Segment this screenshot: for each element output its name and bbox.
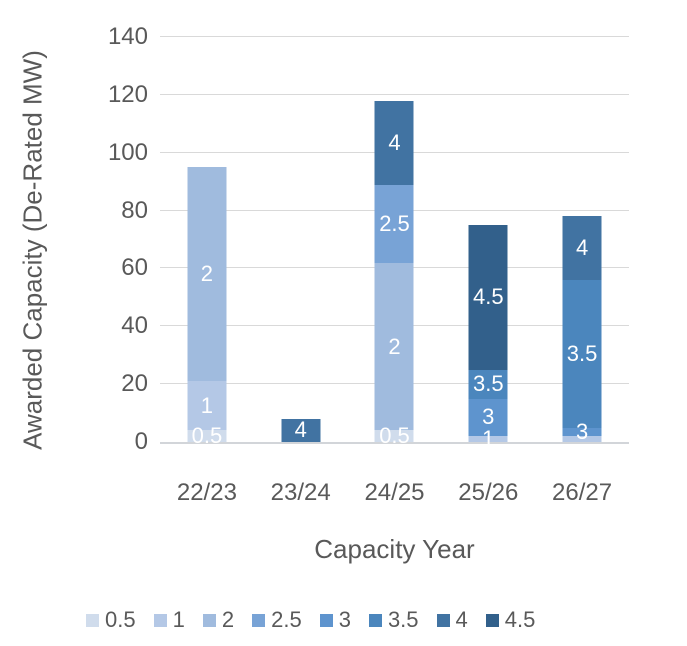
x-category-label: 24/25 [364,479,425,506]
legend-swatch [436,613,450,627]
legend-label: 2 [221,607,235,632]
legend-label: 0.5 [105,607,136,632]
bar-segment: 0.5 [187,425,227,447]
segment-data-label: 4 [575,235,589,261]
legend-item: 4.5 [485,607,536,632]
legend-item: 0.5 [86,609,136,631]
segment-data-label: 3 [482,404,495,430]
legend-swatch [153,613,167,627]
segment-data-label: 1 [200,392,214,418]
segment-data-label: 0.5 [379,423,410,449]
segment-data-label: 4.5 [472,284,504,310]
legend-label: 3 [338,607,351,632]
category-slot: 0.5 2 2.5 4 [348,37,442,447]
segment-data-label: 3.5 [566,340,598,366]
bar-segment: 3.5 [468,369,508,399]
legend-swatch [86,613,99,627]
segment-data-label: 4 [294,417,307,443]
legend-label: 4 [455,607,468,632]
legend-swatch [319,613,333,627]
legend-item: 3.5 [368,607,419,632]
y-tick-label: 80 [121,196,148,224]
x-axis-title: Capacity Year [314,534,475,564]
bar-segment: 3.5 [562,280,602,428]
bar-segment: 1 [187,381,227,431]
x-category-label: 22/23 [176,479,237,506]
legend-label: 2.5 [271,607,302,632]
stacked-bar: 0.5 2 2.5 4 [374,100,414,447]
legend-item: 4 [436,607,468,632]
legend-swatch [485,613,499,627]
bars-container: 0.5 1 2 4 0.5 2 2.5 4 1 3 3.5 4.5 3 3.5 4 [160,37,629,450]
segment-data-label: 2.5 [379,210,410,236]
legend-label: 3.5 [387,607,419,632]
bar-segment [562,436,602,442]
category-slot: 4 [254,37,348,442]
category-slot: 3 3.5 4 [535,37,629,442]
gridline [160,36,629,37]
bar-segment: 2 [187,167,227,382]
segment-data-label: 3.5 [472,371,504,397]
segment-data-label: 2 [388,333,401,359]
segment-data-label: 3 [575,418,589,444]
legend-label: 4.5 [504,607,536,632]
bar-segment: 3 [562,420,602,442]
plot-area: 0.5 1 2 4 0.5 2 2.5 4 1 3 3.5 4.5 3 3.5 4 [160,36,629,450]
bar-segment: 4 [374,100,414,185]
stacked-bar: 1 3 3.5 4.5 [468,225,508,450]
segment-data-label: 4 [388,129,401,155]
x-category-label: 23/24 [270,479,331,506]
legend: 0.5 1 2 2.5 3 3.5 4 4.5 [86,609,535,631]
y-axis-tick-labels: 0 20 40 60 80 100 120 140 [0,0,148,646]
legend-item: 3 [319,607,351,632]
y-tick-label: 100 [107,138,148,166]
legend-swatch [368,613,382,627]
bar-segment: 4.5 [468,225,508,370]
legend-label: 1 [172,607,185,632]
category-slot: 1 3 3.5 4.5 [441,37,535,450]
segment-data-label: 0.5 [191,423,223,449]
bar-segment: 4 [562,216,602,281]
y-tick-label: 120 [107,80,148,108]
category-slot: 0.5 1 2 [160,37,254,447]
stacked-bar: 3 3.5 4 [562,216,602,442]
legend-item: 2.5 [252,609,302,631]
y-tick-label: 40 [121,312,148,340]
x-category-label: 26/27 [552,479,613,506]
legend-item: 1 [153,607,185,632]
y-tick-label: 140 [107,23,148,50]
stacked-bar: 0.5 1 2 [187,167,227,447]
y-tick-label: 0 [134,428,148,455]
bar-segment: 3 [468,398,508,437]
y-tick-label: 60 [121,254,148,282]
gridline [160,93,629,95]
legend-swatch [202,613,216,627]
legend-item: 2 [202,607,235,632]
bar-segment: 2 [374,262,414,431]
bar-segment: 2.5 [374,184,414,263]
segment-data-label: 2 [200,261,214,287]
bar-segment: 0.5 [374,425,414,447]
bar-segment: 4 [281,417,321,443]
stacked-bar: 4 [281,417,321,443]
legend-swatch [252,613,266,627]
bar-segment: 1 [468,428,508,450]
x-category-label: 25/26 [458,479,519,506]
y-tick-label: 20 [121,370,148,398]
segment-data-label: 1 [482,426,495,452]
x-axis-category-labels: 22/23 23/24 24/25 25/26 26/27 [160,479,629,507]
